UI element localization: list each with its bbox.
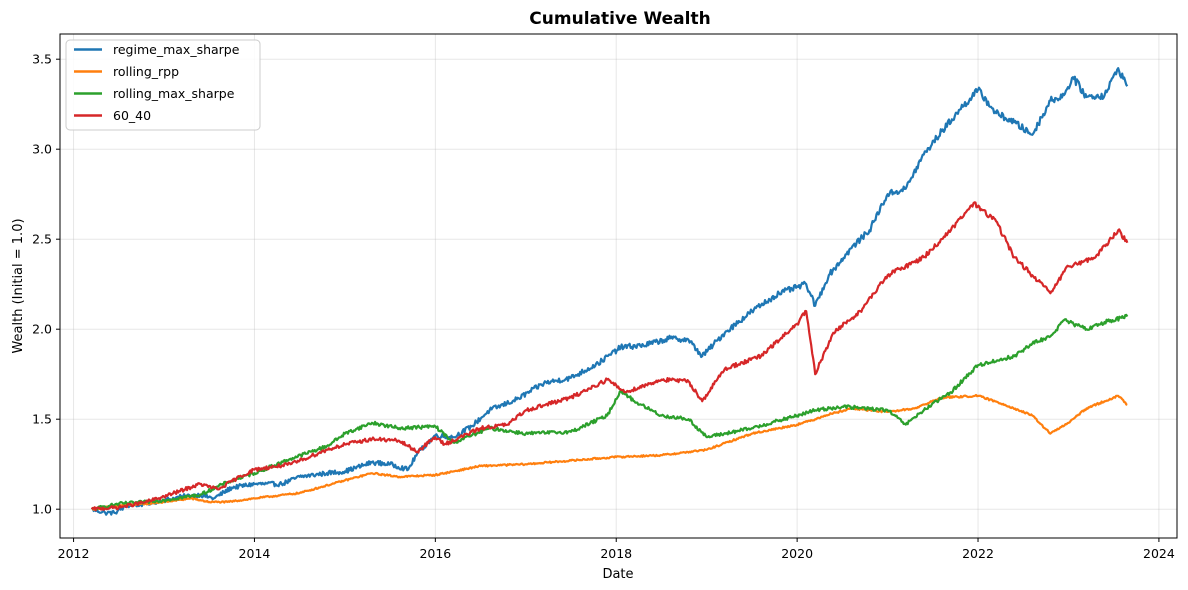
legend-label-rolling-max-sharpe: rolling_max_sharpe <box>113 86 235 101</box>
legend-label-60-40: 60_40 <box>113 108 151 123</box>
x-tick-label: 2012 <box>58 546 90 561</box>
series-line-rolling-max-sharpe <box>90 313 1129 511</box>
y-tick-label: 1.0 <box>32 502 52 517</box>
series-line-regime-max-sharpe <box>91 67 1129 516</box>
plot-frame <box>59 33 1178 539</box>
y-tick-label: 1.5 <box>32 412 52 427</box>
x-tick-label: 2020 <box>781 546 813 561</box>
x-axis-label: Date <box>602 567 633 582</box>
series-line-60-40 <box>90 201 1129 512</box>
y-tick-label: 2.5 <box>32 232 52 247</box>
x-tick-label: 2022 <box>962 546 994 561</box>
y-axis-label: Wealth (Initial = 1.0) <box>11 218 26 353</box>
legend: regime_max_sharpe rolling_rpp rolling_ma… <box>65 39 261 131</box>
series-lines <box>90 67 1129 516</box>
chart-title: Cumulative Wealth <box>529 9 710 29</box>
x-tick-label: 2014 <box>239 546 271 561</box>
y-tick-label: 3.5 <box>32 52 52 67</box>
x-tick-label: 2018 <box>600 546 632 561</box>
y-tick-label: 2.0 <box>32 322 52 337</box>
grid <box>60 34 1177 538</box>
series-line-rolling-rpp <box>91 393 1128 511</box>
legend-box <box>65 39 261 131</box>
legend-label-regime-max-sharpe: regime_max_sharpe <box>113 42 240 57</box>
legend-label-rolling-rpp: rolling_rpp <box>113 64 179 79</box>
x-tick-label: 2016 <box>419 546 451 561</box>
y-tick-label: 3.0 <box>32 142 52 157</box>
x-tick-label: 2024 <box>1143 546 1175 561</box>
axis-ticks: 2012 2014 2016 2018 2020 2022 2024 1.0 1.5 2.0 2.5… <box>32 52 1175 561</box>
